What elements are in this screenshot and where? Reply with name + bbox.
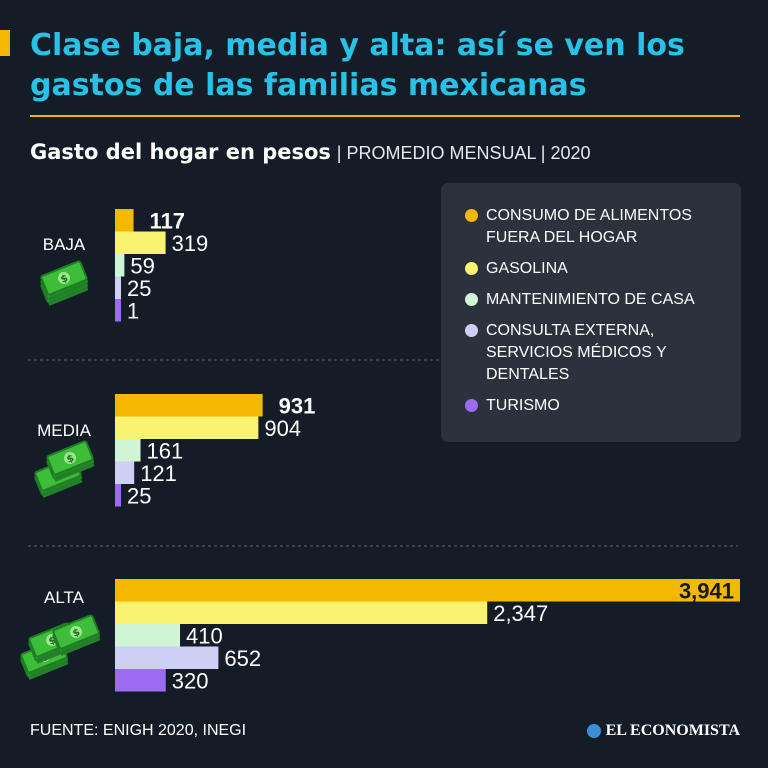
bar [115, 276, 121, 299]
data-label: 652 [224, 646, 261, 671]
legend-item-consulta: CONSULTA EXTERNA, SERVICIOS MÉDICOS Y DE… [465, 320, 723, 386]
svg-text:$: $ [59, 273, 70, 286]
svg-text:$: $ [65, 453, 76, 466]
bar [115, 484, 121, 507]
data-label: 931 [279, 393, 316, 418]
chart-title: Clase baja, media y alta: así se ven los… [30, 28, 685, 103]
legend-item-alimentos: CONSUMO DE ALIMENTOS FUERA DEL HOGAR [465, 205, 723, 249]
data-label: 3,941 [679, 578, 734, 603]
subtitle-detail: | PROMEDIO MENSUAL | 2020 [336, 143, 591, 163]
legend-label: MANTENIMIENTO DE CASA [486, 291, 695, 308]
data-label: 25 [127, 276, 151, 301]
data-label: 410 [186, 623, 223, 648]
data-label: 117 [150, 208, 186, 233]
data-label: 319 [172, 231, 209, 256]
group-label: ALTA [44, 588, 85, 607]
data-label: 2,347 [493, 601, 548, 626]
data-label: 320 [172, 668, 209, 693]
money-icon: $ [40, 260, 89, 298]
legend-label: TURISMO [486, 397, 560, 414]
legend: CONSUMO DE ALIMENTOS FUERA DEL HOGAR GAS… [441, 183, 741, 442]
data-label: 121 [140, 461, 177, 486]
bar [115, 299, 121, 322]
legend-item-turismo: TURISMO [465, 395, 723, 417]
bar [115, 601, 488, 624]
legend-swatch [465, 324, 478, 337]
source-note: FUENTE: ENIGH 2020, INEGI [30, 722, 247, 739]
money-icon: $ [46, 440, 95, 478]
bar [115, 439, 141, 462]
bar [115, 416, 259, 439]
bar [115, 254, 125, 277]
legend-swatch [465, 262, 478, 275]
legend-swatch [465, 399, 478, 412]
group-label: MEDIA [37, 421, 92, 440]
bar [115, 461, 135, 484]
legend-label: CONSUMO DE ALIMENTOS FUERA DEL HOGAR [486, 207, 692, 246]
data-label: 1 [127, 298, 139, 323]
bar [115, 646, 219, 669]
legend-item-mantenimiento: MANTENIMIENTO DE CASA [465, 289, 723, 311]
subtitle-main: Gasto del hogar en pesos [30, 140, 331, 164]
data-label: 59 [130, 253, 154, 278]
bar [115, 669, 166, 692]
legend-item-gasolina: GASOLINA [465, 258, 723, 280]
chart-subtitle: Gasto del hogar en pesos | PROMEDIO MENS… [30, 140, 591, 165]
money-icon: $ [52, 614, 101, 652]
data-label: 25 [127, 483, 151, 508]
legend-label: GASOLINA [486, 260, 568, 277]
bar [115, 209, 134, 232]
group-label: BAJA [43, 235, 86, 254]
title-divider [30, 115, 740, 117]
legend-swatch [465, 209, 478, 222]
brand-logo: EL ECONOMISTA [586, 722, 740, 740]
title-accent-bar [0, 30, 10, 56]
svg-text:$: $ [71, 627, 82, 640]
data-label: 904 [264, 416, 301, 441]
brand-icon [586, 724, 601, 738]
brand-name: EL ECONOMISTA [605, 722, 740, 739]
bar [115, 231, 166, 254]
bar [115, 579, 740, 602]
legend-label: CONSULTA EXTERNA, SERVICIOS MÉDICOS Y DE… [486, 322, 667, 383]
svg-text:$: $ [47, 635, 58, 648]
bar [115, 394, 263, 417]
bar [115, 624, 181, 647]
legend-swatch [465, 293, 478, 306]
data-label: 161 [147, 438, 184, 463]
